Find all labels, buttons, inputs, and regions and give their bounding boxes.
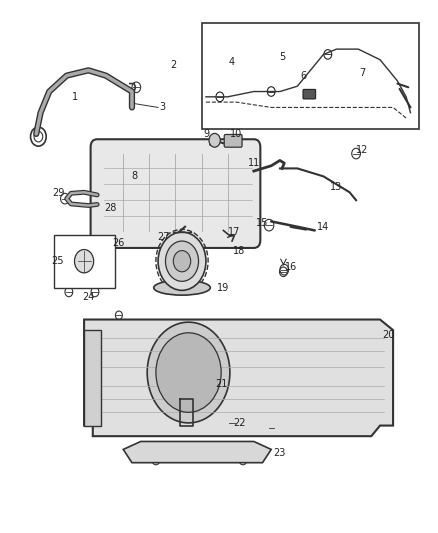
- Circle shape: [158, 232, 206, 290]
- Text: 10: 10: [230, 129, 243, 139]
- Text: 6: 6: [301, 70, 307, 80]
- FancyBboxPatch shape: [224, 134, 242, 147]
- Text: 24: 24: [82, 292, 95, 302]
- Circle shape: [209, 133, 220, 147]
- FancyBboxPatch shape: [53, 235, 115, 288]
- Circle shape: [166, 241, 198, 281]
- Text: 22: 22: [233, 418, 246, 428]
- FancyBboxPatch shape: [84, 330, 102, 425]
- Text: 12: 12: [357, 145, 369, 155]
- Polygon shape: [84, 319, 393, 436]
- Text: 4: 4: [229, 58, 235, 67]
- Text: 8: 8: [131, 172, 137, 181]
- Text: 18: 18: [233, 246, 245, 256]
- Text: 28: 28: [104, 203, 117, 213]
- Text: 29: 29: [52, 188, 64, 198]
- Text: 25: 25: [52, 256, 64, 266]
- FancyBboxPatch shape: [303, 90, 316, 99]
- Circle shape: [147, 322, 230, 423]
- Circle shape: [74, 249, 94, 273]
- FancyBboxPatch shape: [91, 139, 260, 248]
- Text: 20: 20: [382, 330, 395, 341]
- Text: 13: 13: [330, 182, 343, 192]
- Circle shape: [173, 251, 191, 272]
- Polygon shape: [123, 441, 271, 463]
- Text: 23: 23: [274, 448, 286, 458]
- Text: 5: 5: [279, 52, 285, 62]
- Text: 17: 17: [228, 227, 240, 237]
- Text: 3: 3: [159, 102, 166, 112]
- Ellipse shape: [154, 280, 210, 295]
- Text: 2: 2: [170, 60, 177, 70]
- FancyBboxPatch shape: [201, 22, 419, 128]
- Text: 16: 16: [285, 262, 297, 271]
- Text: 1: 1: [72, 92, 78, 102]
- Text: 14: 14: [317, 222, 329, 232]
- Circle shape: [156, 333, 221, 413]
- Text: 9: 9: [203, 129, 209, 139]
- Text: 19: 19: [217, 282, 230, 293]
- Text: 21: 21: [215, 379, 227, 389]
- Text: 7: 7: [360, 68, 366, 78]
- Text: 26: 26: [113, 238, 125, 248]
- Text: 15: 15: [256, 218, 268, 228]
- Text: 27: 27: [157, 232, 170, 243]
- Text: 11: 11: [248, 158, 260, 168]
